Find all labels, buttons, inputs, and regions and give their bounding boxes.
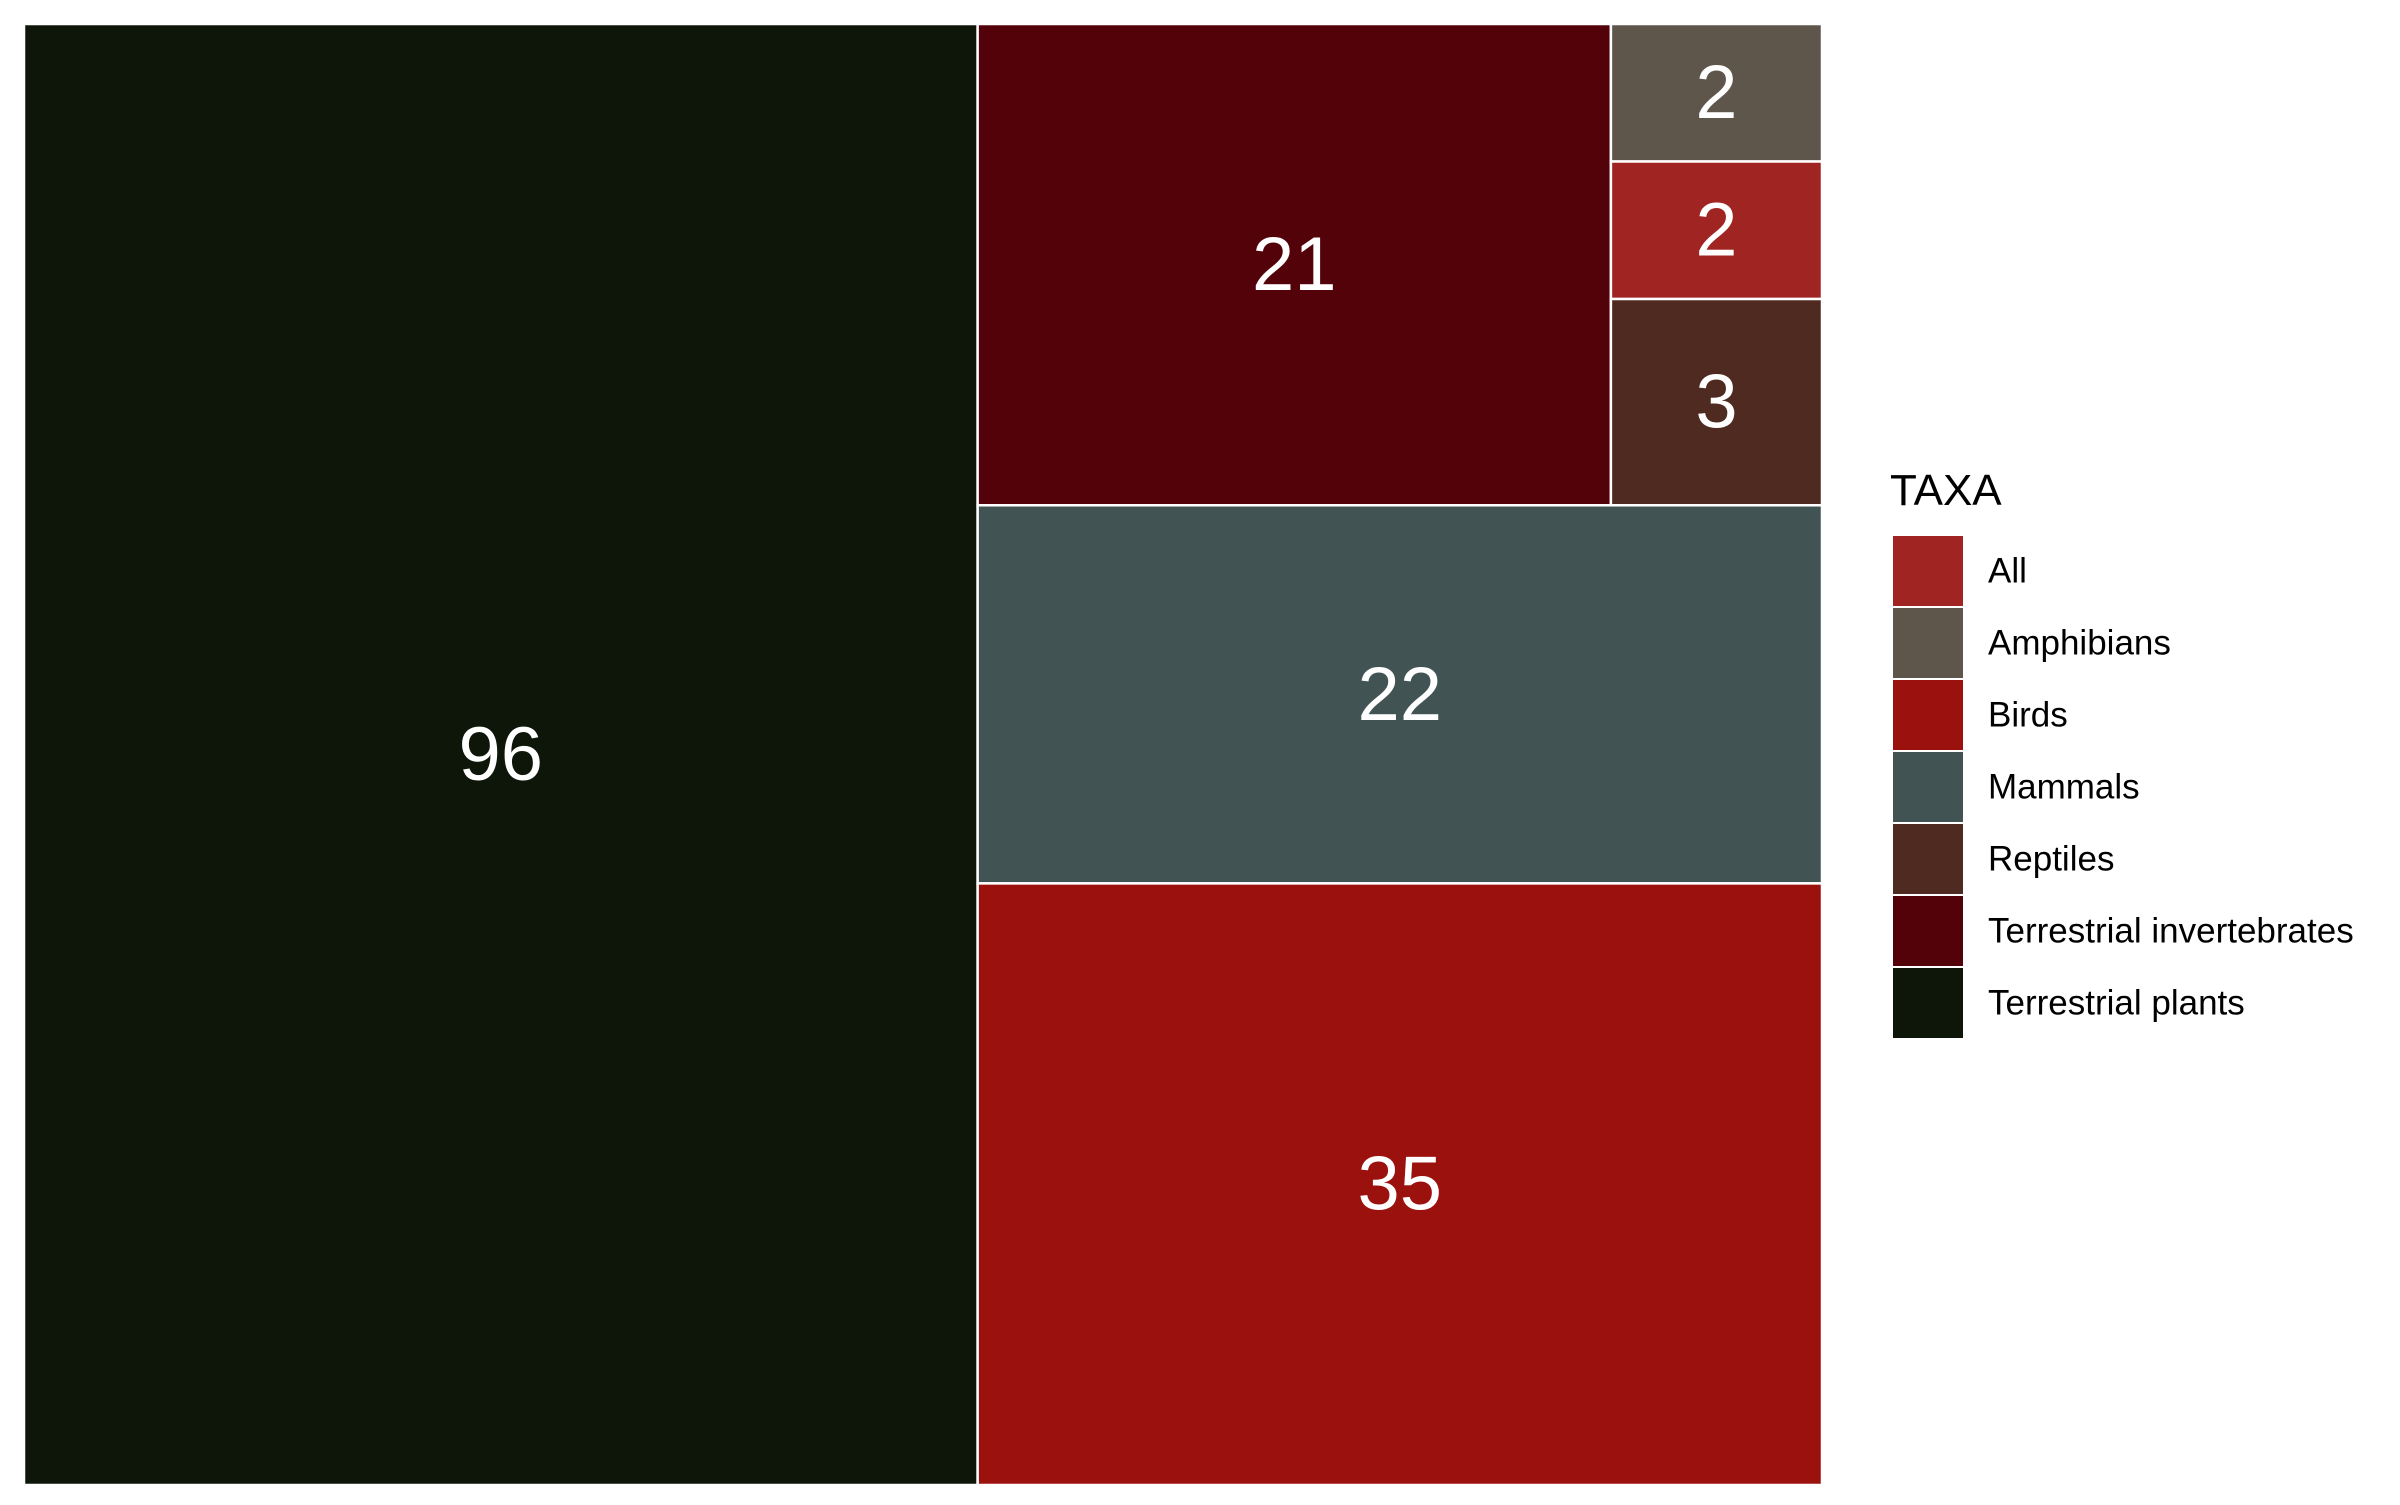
tile-rect-terrestrial-plants xyxy=(22,22,979,1487)
legend-key-reptiles xyxy=(1891,822,1965,896)
tile-label-amphibians: 2 xyxy=(1695,51,1737,135)
tile-all: 2 xyxy=(1609,160,1824,301)
tile-label-terrestrial-plants: 96 xyxy=(459,712,544,797)
legend-label-reptiles: Reptiles xyxy=(1988,840,2114,879)
legend-label-all: All xyxy=(1988,552,2027,591)
tile-label-mammals: 22 xyxy=(1358,652,1443,737)
tile-reptiles: 3 xyxy=(1609,297,1824,507)
legend-key-terrestrial-invertebrates xyxy=(1891,894,1965,968)
legend-item-mammals: Mammals xyxy=(1891,750,2140,824)
legend-label-terrestrial-invertebrates: Terrestrial invertebrates xyxy=(1988,912,2354,951)
tile-rect-terrestrial-invertebrates xyxy=(976,22,1613,507)
tile-rect-birds xyxy=(976,882,1824,1487)
tile-amphibians: 2 xyxy=(1609,22,1824,163)
legend-title: TAXA xyxy=(1890,466,2002,515)
tile-rect-amphibians xyxy=(1609,22,1824,163)
legend: TAXA All Amphibians Birds Mammals Reptiles Te… xyxy=(1890,466,2354,1040)
legend-key-amphibians xyxy=(1891,606,1965,680)
legend-label-amphibians: Amphibians xyxy=(1988,624,2171,663)
tile-mammals: 22 xyxy=(976,504,1824,885)
legend-key-all xyxy=(1891,534,1965,608)
legend-item-terrestrial-plants: Terrestrial plants xyxy=(1891,966,2245,1040)
tile-terrestrial-invertebrates: 21 xyxy=(976,22,1613,507)
legend-label-mammals: Mammals xyxy=(1988,768,2140,807)
legend-item-terrestrial-invertebrates: Terrestrial invertebrates xyxy=(1891,894,2354,968)
tile-terrestrial-plants: 96 xyxy=(22,22,979,1487)
legend-items: All Amphibians Birds Mammals Reptiles Terrest… xyxy=(1891,534,2354,1040)
tile-label-reptiles: 3 xyxy=(1695,360,1737,445)
legend-item-all: All xyxy=(1891,534,2027,608)
legend-key-terrestrial-plants xyxy=(1891,966,1965,1040)
tile-rect-mammals xyxy=(976,504,1824,885)
tile-label-all: 2 xyxy=(1695,188,1737,272)
legend-label-birds: Birds xyxy=(1988,696,2068,735)
legend-key-mammals xyxy=(1891,750,1965,824)
legend-key-birds xyxy=(1891,678,1965,752)
legend-item-reptiles: Reptiles xyxy=(1891,822,2114,896)
tile-label-terrestrial-invertebrates: 21 xyxy=(1252,222,1337,307)
legend-item-amphibians: Amphibians xyxy=(1891,606,2171,680)
tile-rect-all xyxy=(1609,160,1824,301)
tile-birds: 35 xyxy=(976,882,1824,1487)
legend-label-terrestrial-plants: Terrestrial plants xyxy=(1988,984,2245,1023)
tile-rect-reptiles xyxy=(1609,297,1824,507)
legend-item-birds: Birds xyxy=(1891,678,2068,752)
tile-label-birds: 35 xyxy=(1358,1142,1443,1227)
